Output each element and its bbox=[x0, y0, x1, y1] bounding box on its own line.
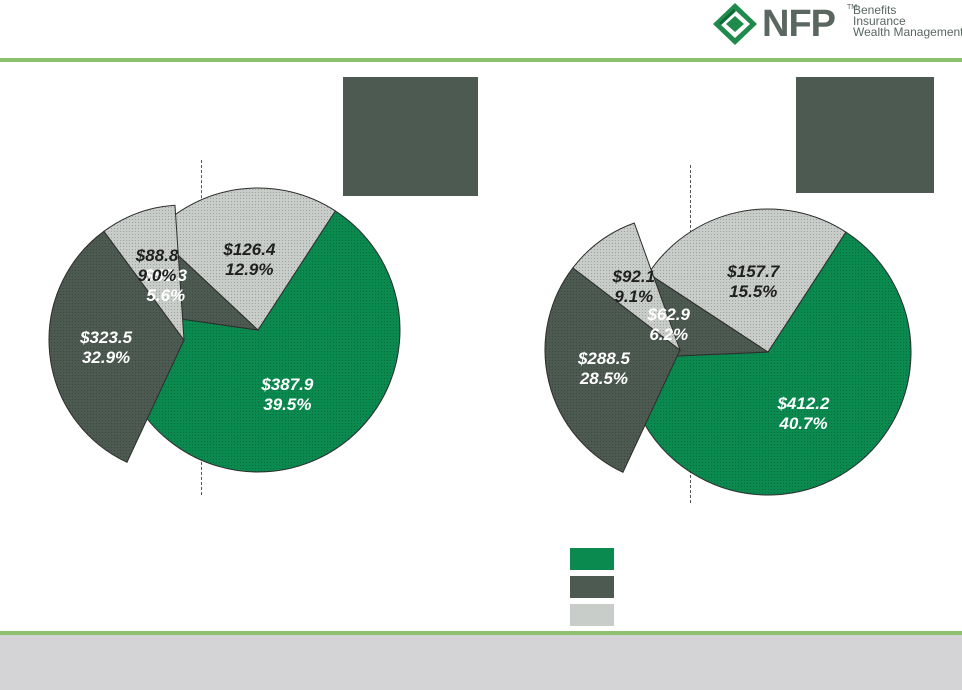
pie-1-right-label-2: $55.3 5.6% bbox=[145, 266, 188, 306]
pie-1-left-label-2-value: $323.5 bbox=[80, 327, 133, 347]
brand-name: NFP bbox=[762, 3, 836, 45]
pie-1-right-label-2-value: $55.3 bbox=[144, 265, 188, 285]
legend-swatch-green bbox=[570, 548, 614, 570]
nfp-diamond-icon bbox=[713, 3, 757, 45]
pie-2-right-label-2: $62.9 6.2% bbox=[647, 305, 690, 345]
pie-1-left-slice-2 bbox=[48, 230, 185, 464]
legend-swatch-light bbox=[570, 604, 614, 626]
pie-1-right-label-3-percent: 12.9% bbox=[225, 259, 274, 279]
pie-2-right-label-2-percent: 6.2% bbox=[649, 324, 689, 344]
pie-1-right-slice-1 bbox=[115, 210, 401, 473]
pie-1-right-label-2-percent: 5.6% bbox=[146, 285, 186, 305]
pie-1-left-label-2-percent: 32.9% bbox=[81, 347, 131, 367]
pie-2-left-label-2: $288.5 28.5% bbox=[578, 349, 630, 389]
pie-1-left-label-1: $88.8 9.0% bbox=[136, 246, 179, 286]
pie-1-right-label-1-percent: 39.5% bbox=[263, 394, 312, 414]
header-rule bbox=[0, 58, 962, 62]
pie-1-left-slice-1 bbox=[103, 204, 185, 342]
footer-bar bbox=[0, 635, 962, 690]
pie-2-left-label-1: $92.1 9.1% bbox=[613, 267, 656, 307]
pie-2-left-label-2-value: $288.5 bbox=[577, 348, 630, 368]
pie-2-left-label-1-value: $92.1 bbox=[612, 266, 656, 286]
pie-1-left-label-2: $323.5 32.9% bbox=[80, 328, 132, 368]
pie-1-left-label-1-value: $88.8 bbox=[135, 246, 179, 266]
pie-1-right-label-1-value: $387.9 bbox=[261, 374, 314, 394]
title-box-1 bbox=[343, 77, 478, 196]
pie-2-left-label-2-percent: 28.5% bbox=[579, 368, 629, 388]
brand-tagline-line-1: Benefits bbox=[853, 3, 897, 17]
brand-tagline-line-3: Wealth Management bbox=[853, 25, 962, 39]
pie-1-left-label-1-percent: 9.0% bbox=[137, 266, 177, 286]
pie-2-left-label-1-percent: 9.1% bbox=[614, 286, 654, 306]
legend-swatch-dark bbox=[570, 576, 614, 598]
pie-2-left-slice-1 bbox=[572, 222, 682, 352]
pie-2-right-label-1-value: $412.2 bbox=[777, 394, 830, 414]
pie-2-right-label-3-value: $157.7 bbox=[727, 262, 780, 282]
pie-1-right-label-1: $387.9 39.5% bbox=[261, 375, 313, 415]
pie-2-left-slice-2 bbox=[544, 267, 681, 474]
pie-2-right-slice-3 bbox=[647, 208, 847, 353]
pie-2-right-label-3: $157.7 15.5% bbox=[727, 262, 779, 302]
pie-1-right-label-3: $126.4 12.9% bbox=[223, 240, 275, 280]
brand-tagline: Benefits Insurance Wealth Management bbox=[853, 3, 962, 39]
footer-rule bbox=[0, 631, 962, 635]
brand-tm: TM bbox=[847, 4, 858, 11]
pie-2-right-label-2-value: $62.9 bbox=[647, 304, 690, 324]
brand-tagline-line-2: Insurance bbox=[853, 14, 906, 28]
pie-1-right-label-3-value: $126.4 bbox=[223, 239, 276, 259]
pie-2-right-label-1-percent: 40.7% bbox=[779, 414, 828, 434]
pie-2-right-slice-1 bbox=[624, 231, 912, 496]
pie-2-right-label-1: $412.2 40.7% bbox=[777, 394, 829, 434]
nfp-logo: NFP TM Benefits Insurance Wealth Managem… bbox=[712, 2, 962, 46]
pie-2-right-label-3-percent: 15.5% bbox=[729, 282, 778, 302]
title-box-2 bbox=[796, 77, 934, 193]
